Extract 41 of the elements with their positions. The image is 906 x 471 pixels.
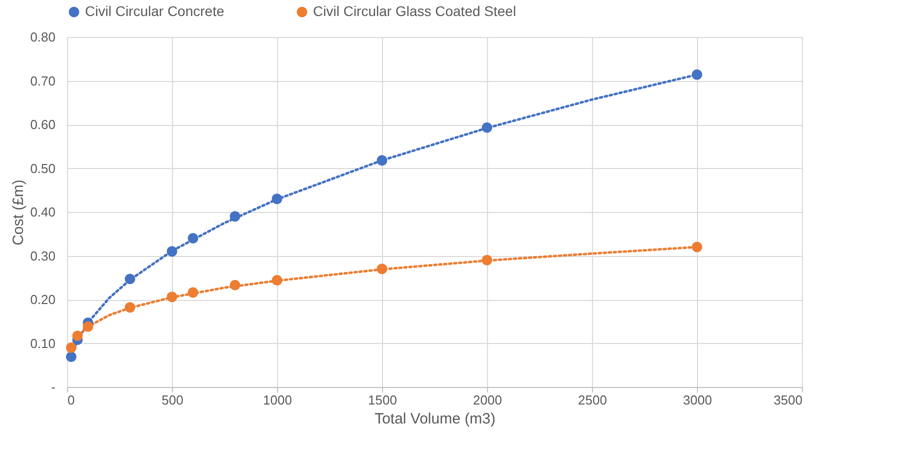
- point: [188, 287, 198, 298]
- x-tick-label: 500: [162, 392, 184, 408]
- x-tick-label: 0: [68, 392, 75, 408]
- point: [376, 264, 388, 274]
- point: [376, 155, 388, 166]
- y-tick-label: 0.70: [30, 73, 56, 88]
- point: [482, 254, 492, 266]
- point: [72, 330, 83, 342]
- x-tick-label: 2000: [473, 392, 502, 408]
- legend-label: Civil Circular Concrete: [85, 3, 224, 19]
- point: [66, 342, 76, 353]
- y-tick-label: 0.30: [30, 248, 56, 264]
- y-axis-title: Cost (£m): [10, 180, 28, 246]
- point: [166, 246, 178, 257]
- x-tick-label: 3500: [774, 392, 802, 408]
- point: [66, 352, 76, 362]
- x-axis-title: Total Volume (m3): [374, 410, 496, 428]
- x-tick-label: 3000: [683, 392, 712, 408]
- point: [692, 242, 702, 252]
- y-tick-label: -: [51, 380, 56, 394]
- point: [692, 69, 702, 80]
- point: [124, 274, 136, 284]
- point: [124, 302, 136, 313]
- point: [166, 292, 178, 302]
- point: [272, 194, 282, 204]
- x-tick-label: 2500: [578, 392, 607, 408]
- point: [230, 211, 240, 222]
- point: [82, 321, 94, 332]
- point: [272, 275, 282, 286]
- y-tick-label: 0.50: [30, 160, 56, 176]
- x-tick-label: 1500: [368, 392, 397, 408]
- y-tick-label: 0.10: [30, 336, 56, 351]
- y-tick-label: 0.40: [30, 204, 56, 220]
- point: [188, 233, 198, 244]
- point: [482, 122, 492, 133]
- legend-label: Civil Circular Glass Coated Steel: [313, 3, 516, 19]
- y-tick-label: 0.80: [30, 30, 56, 44]
- y-tick-label: 0.60: [30, 117, 56, 132]
- x-tick-label: 1000: [263, 392, 292, 408]
- y-tick-label: 0.20: [30, 292, 56, 307]
- point: [230, 280, 240, 290]
